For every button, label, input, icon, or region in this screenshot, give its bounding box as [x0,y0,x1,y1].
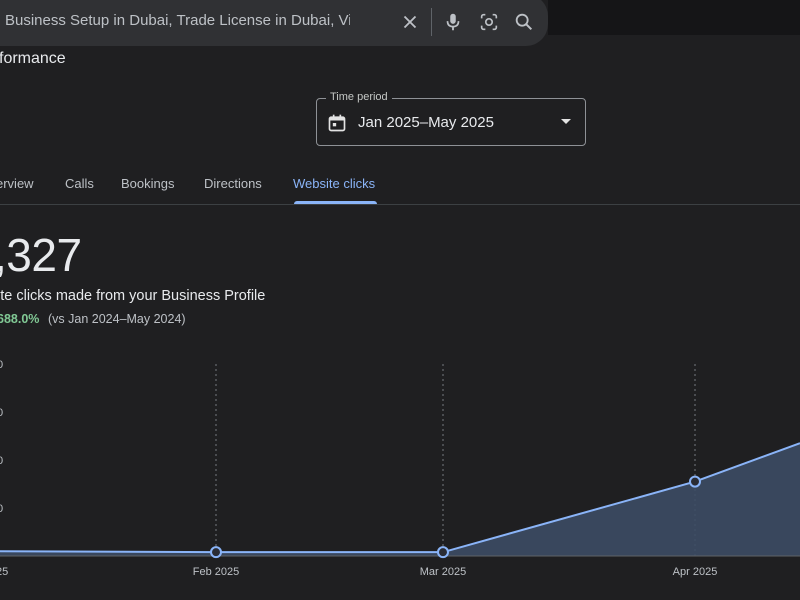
x-tick-label: Mar 2025 [420,566,466,578]
data-point [437,546,449,559]
y-tick-label: 0 [0,455,3,467]
clicks-chart: 0 0 0 0 25 Feb 2025 Mar 2025 Apr 2025 [0,359,800,578]
tab-website-clicks[interactable]: Website clicks [293,176,376,191]
tab-directions[interactable]: Directions [204,176,262,191]
x-tick-label: 25 [0,566,8,578]
time-period-value: Jan 2025–May 2025 [358,114,494,131]
y-tick-label: 0 [0,359,3,371]
tab-overview[interactable]: erview [0,176,34,191]
change-percent: 688.0% [0,312,40,326]
page-title: formance [0,50,66,67]
search-icon[interactable] [513,11,535,33]
tab-bookings[interactable]: Bookings [121,176,175,191]
x-tick-label: Apr 2025 [673,566,718,578]
top-strip [548,0,800,35]
y-tick-label: 0 [0,503,3,515]
tabs-divider [0,204,800,205]
comparison-period: (vs Jan 2024–May 2024) [48,312,186,326]
active-tab-indicator [294,201,377,204]
lens-icon[interactable] [478,11,500,33]
area-fill [0,443,800,556]
tab-calls[interactable]: Calls [65,176,94,191]
clear-icon[interactable] [399,11,421,33]
data-point [210,546,222,559]
calendar-icon [328,114,346,132]
microphone-icon[interactable] [442,11,464,33]
chevron-down-icon[interactable] [559,117,573,127]
time-period-select[interactable] [316,98,586,146]
y-tick-label: 0 [0,407,3,419]
search-bar[interactable]: Business Setup in Dubai, Trade License i… [0,0,548,46]
x-tick-label: Feb 2025 [193,566,239,578]
search-input[interactable]: Business Setup in Dubai, Trade License i… [5,12,350,29]
search-divider [431,8,432,36]
total-clicks: ,327 [0,229,82,281]
time-period-label: Time period [326,91,392,103]
data-point [689,475,701,488]
metric-description: ite clicks made from your Business Profi… [0,288,266,304]
